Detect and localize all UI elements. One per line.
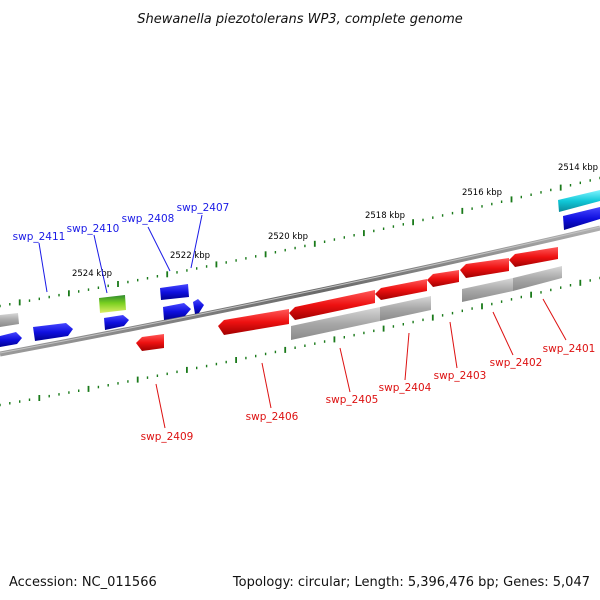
leader-swp_2409 bbox=[155, 383, 166, 429]
leader-swp_2404 bbox=[404, 332, 410, 381]
gene-swp_2408[interactable] bbox=[160, 284, 189, 300]
forward-strand-genes bbox=[0, 190, 600, 347]
genome-title: Shewanella piezotolerans WP3, complete g… bbox=[137, 12, 463, 27]
scale-label-2520: 2520 kbp bbox=[268, 232, 308, 242]
gene-label-swp_2401[interactable]: swp_2401 bbox=[543, 343, 596, 355]
scale-label-2522: 2522 kbp bbox=[170, 251, 210, 261]
gene-swp_2405-pseudo[interactable] bbox=[291, 307, 380, 340]
gene-rna-green[interactable] bbox=[99, 295, 126, 313]
gene-swp_2407-b[interactable] bbox=[193, 299, 204, 314]
accession-label: Accession: NC_011566 bbox=[9, 575, 157, 590]
reverse-strand-genes bbox=[136, 247, 562, 351]
gene-cyan[interactable] bbox=[558, 190, 600, 212]
gene-label-swp_2410[interactable]: swp_2410 bbox=[67, 223, 120, 235]
gene-swp_2406[interactable] bbox=[218, 309, 289, 335]
scale-label-2524: 2524 kbp bbox=[72, 269, 112, 279]
inner-scale-ticks bbox=[0, 276, 600, 407]
gene-blue-right[interactable] bbox=[563, 207, 600, 230]
leader-swp_2406 bbox=[261, 362, 272, 409]
leader-swp_2411 bbox=[38, 242, 48, 293]
gene-label-swp_2403[interactable]: swp_2403 bbox=[434, 370, 487, 382]
leader-swp_2407 bbox=[190, 214, 203, 269]
gene-label-swp_2409[interactable]: swp_2409 bbox=[141, 431, 194, 443]
leader-swp_2401 bbox=[542, 298, 567, 341]
gene-swp_2403[interactable] bbox=[427, 270, 459, 287]
gene-swp_2401-pseudo[interactable] bbox=[513, 266, 562, 291]
scale-label-2514: 2514 kbp bbox=[558, 163, 598, 173]
genome-backbone bbox=[0, 225, 600, 357]
scale-label-2516: 2516 kbp bbox=[462, 188, 502, 198]
gene-swp_2404-pseudo[interactable] bbox=[380, 296, 431, 321]
gene-swp_2402[interactable] bbox=[460, 258, 509, 278]
leader-swp_2403 bbox=[449, 321, 458, 369]
gene-label-swp_2404[interactable]: swp_2404 bbox=[379, 382, 432, 394]
gene-swp_2401[interactable] bbox=[509, 247, 558, 267]
gene-swp_2409[interactable] bbox=[136, 334, 164, 351]
gene-swp_2405[interactable] bbox=[289, 290, 375, 320]
label-leaders bbox=[38, 214, 567, 429]
gene-swp_2412-pseudo[interactable] bbox=[0, 313, 19, 327]
scale-label-2518: 2518 kbp bbox=[365, 211, 405, 221]
gene-swp_2407-a[interactable] bbox=[163, 303, 191, 320]
gene-swp_2410[interactable] bbox=[33, 323, 73, 341]
leader-swp_2402 bbox=[492, 311, 514, 356]
gene-label-swp_2411[interactable]: swp_2411 bbox=[13, 231, 66, 243]
gene-swp_2408-small[interactable] bbox=[104, 315, 129, 330]
leader-swp_2405 bbox=[339, 347, 351, 393]
genome-backbone-highlight bbox=[0, 226, 600, 354]
gene-label-swp_2408[interactable]: swp_2408 bbox=[122, 213, 175, 225]
outer-scale-ticks bbox=[0, 176, 600, 308]
gene-label-swp_2402[interactable]: swp_2402 bbox=[490, 357, 543, 369]
gene-swp_2402-pseudo[interactable] bbox=[462, 278, 513, 302]
genome-summary: Topology: circular; Length: 5,396,476 bp… bbox=[232, 575, 590, 590]
gene-swp_2411[interactable] bbox=[0, 332, 22, 347]
gene-label-swp_2407[interactable]: swp_2407 bbox=[177, 202, 230, 214]
gene-swp_2404[interactable] bbox=[375, 279, 427, 300]
leader-swp_2408 bbox=[147, 226, 171, 272]
gene-label-swp_2406[interactable]: swp_2406 bbox=[246, 411, 299, 423]
leader-swp_2410 bbox=[93, 234, 108, 294]
gene-label-swp_2405[interactable]: swp_2405 bbox=[326, 394, 379, 406]
